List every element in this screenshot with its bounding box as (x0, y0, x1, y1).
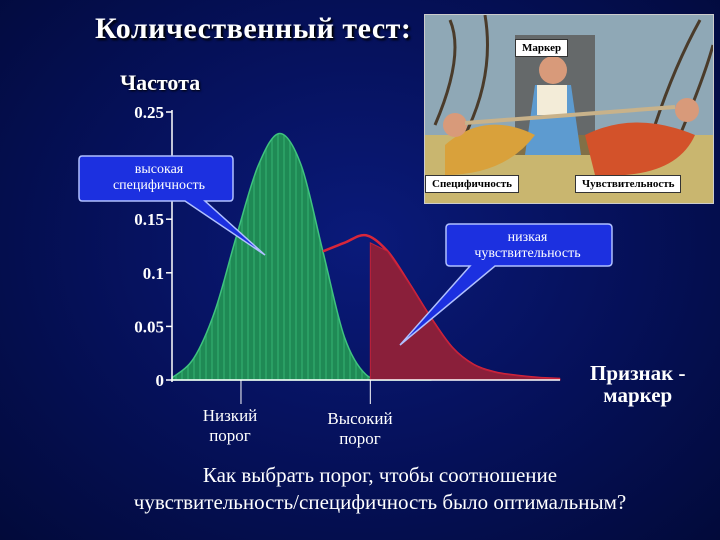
question-line1: Как выбрать порог, чтобы соотношение (202, 463, 558, 487)
callout-high-spec-line2: специфичность (112, 178, 206, 193)
high-threshold-label: Высокий порог (315, 409, 405, 449)
high-threshold-line2: порог (339, 429, 381, 448)
x-axis-label-line1: Признак - (590, 361, 686, 385)
callout-low-sens-line1: низкая (507, 230, 548, 245)
illustration-icon (425, 15, 713, 203)
high-threshold-line1: Высокий (327, 409, 393, 428)
low-threshold-line1: Низкий (202, 406, 258, 425)
x-axis-label-line2: маркер (603, 383, 673, 407)
marker-tag: Маркер (515, 39, 569, 57)
y-tick-label: 0.1 (143, 264, 164, 283)
callout-low-sensitivity: низкая чувствительность (450, 230, 605, 262)
callout-low-sens-line2: чувствительность (474, 246, 581, 261)
specificity-tag: Специфичность (425, 175, 519, 193)
y-tick-label: 0.15 (134, 210, 164, 229)
y-tick-label: 0 (156, 371, 165, 390)
y-tick-label: 0.25 (134, 103, 164, 122)
y-tick-label: 0.05 (134, 317, 164, 336)
x-axis-label: Признак - маркер (590, 362, 686, 406)
callout-high-spec-bubble (78, 155, 266, 256)
question-line2: чувствительность/специфичность было опти… (133, 490, 627, 514)
low-threshold-line2: порог (209, 426, 251, 445)
tug-of-war-illustration: Маркер Специфичность Чувствительность (424, 14, 714, 204)
callout-high-spec-line1: высокая (134, 162, 184, 177)
callout-high-specificity: высокая специфичность (84, 162, 234, 194)
question-text: Как выбрать порог, чтобы соотношение чув… (60, 462, 700, 516)
y-axis-label: Частота (120, 70, 201, 95)
low-threshold-label: Низкий порог (190, 406, 270, 446)
sensitivity-tag: Чувствительность (575, 175, 682, 193)
callout-low-sens-bubble (399, 223, 613, 346)
slide-title: Количественный тест: (95, 12, 412, 45)
series-disease-area (369, 241, 561, 381)
